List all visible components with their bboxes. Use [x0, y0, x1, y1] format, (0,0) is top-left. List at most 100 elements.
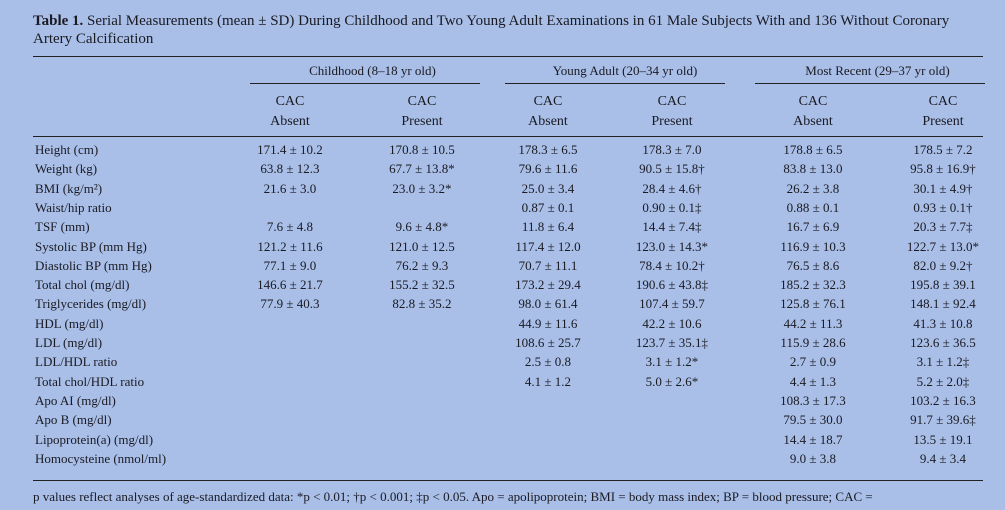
table-cell: 178.3 ± 6.5 — [518, 142, 578, 157]
table-cell: 78.4 ± 10.2† — [639, 257, 705, 273]
table-cell: 42.2 ± 10.6 — [642, 315, 702, 331]
row-label: HDL (mg/dl) — [35, 315, 104, 331]
table-row: Total chol/HDL ratio 4.1 ± 1.2 5.0 ± 2.6* 4… — [0, 374, 1005, 393]
table-cell: 170.8 ± 10.5 — [389, 142, 455, 157]
table-cell: 103.2 ± 16.3 — [910, 392, 976, 408]
table-cell: 121.0 ± 12.5 — [389, 238, 455, 254]
group-rule-young-adult — [505, 83, 725, 85]
table-row: Height (cm) 171.4 ± 10.2 170.8 ± 10.5 178.3… — [0, 142, 1005, 161]
subheader-line1: CAC — [275, 94, 305, 109]
group-rule-childhood — [250, 83, 480, 85]
table-cell: 14.4 ± 7.4‡ — [642, 219, 702, 235]
table-cell: 5.0 ± 2.6* — [645, 373, 699, 389]
table-cell: 7.6 ± 4.8 — [266, 219, 314, 235]
row-label: Total chol/HDL ratio — [35, 373, 145, 389]
table-cell: 123.0 ± 14.3* — [635, 238, 709, 254]
column-subheader: CAC Absent — [488, 92, 608, 132]
table-cell: 173.2 ± 29.4 — [515, 277, 581, 293]
table-cell: 82.8 ± 35.2 — [392, 296, 452, 312]
row-label: Height (cm) — [35, 142, 99, 157]
table-cell: 125.8 ± 76.1 — [780, 296, 846, 312]
table-cell: 79.5 ± 30.0 — [783, 412, 843, 428]
table-row: Triglycerides (mg/dl) 77.9 ± 40.3 82.8 ± 3… — [0, 296, 1005, 315]
table-row: Systolic BP (mm Hg) 121.2 ± 11.6 121.0 ± 1… — [0, 239, 1005, 258]
table-row: Homocysteine (nmol/ml) 9.0 ± 3.8 9.4 ± 3.4 — [0, 451, 1005, 470]
subheader-line2: Absent — [793, 114, 833, 129]
table-cell: 4.1 ± 1.2 — [524, 373, 572, 389]
table-cell: 178.8 ± 6.5 — [783, 142, 843, 157]
table-row: Apo B (mg/dl) 79.5 ± 30.0 91.7 ± 39.6‡ — [0, 412, 1005, 431]
table-cell: 98.0 ± 61.4 — [518, 296, 578, 312]
table-cell: 95.8 ± 16.9† — [910, 161, 976, 177]
group-header-young-adult: Young Adult (20–34 yr old) — [552, 63, 698, 78]
table-cell: 107.4 ± 59.7 — [639, 296, 705, 312]
table-cell: 0.90 ± 0.1‡ — [642, 199, 702, 215]
table-cell: 77.1 ± 9.0 — [263, 257, 317, 273]
table-cell: 178.3 ± 7.0 — [642, 142, 702, 157]
table-cell: 123.6 ± 36.5 — [910, 335, 976, 350]
table-cell: 3.1 ± 1.2‡ — [916, 354, 970, 370]
table-row: HDL (mg/dl) 44.9 ± 11.6 42.2 ± 10.6 44.2 ± … — [0, 316, 1005, 335]
row-label: Waist/hip ratio — [35, 199, 112, 215]
table-cell: 123.7 ± 35.1‡ — [635, 335, 709, 350]
subheader-line2: Absent — [270, 114, 310, 129]
table-cell: 171.4 ± 10.2 — [257, 142, 323, 157]
row-label: Diastolic BP (mm Hg) — [35, 257, 152, 273]
table-title: Table 1. Serial Measurements (mean ± SD)… — [33, 12, 983, 48]
table-row: LDL/HDL ratio 2.5 ± 0.8 3.1 ± 1.2* 2.7 ± 0.… — [0, 354, 1005, 373]
column-subheader: CAC Present — [883, 92, 1003, 132]
table-cell: 11.8 ± 6.4 — [521, 219, 575, 235]
table-cell: 148.1 ± 92.4 — [910, 296, 976, 312]
subheader-line2: Present — [401, 114, 443, 129]
table-cell: 21.6 ± 3.0 — [263, 180, 317, 196]
table-cell: 155.2 ± 32.5 — [389, 277, 455, 293]
column-subheader: CAC Absent — [230, 92, 350, 132]
row-label: LDL (mg/dl) — [35, 335, 103, 350]
subheader-line1: CAC — [407, 94, 437, 109]
table-cell: 3.1 ± 1.2* — [645, 354, 699, 370]
table-cell: 9.0 ± 3.8 — [789, 450, 837, 466]
row-label: Apo AI (mg/dl) — [35, 392, 116, 408]
table-cell: 67.7 ± 13.8* — [389, 161, 455, 177]
row-label: Apo B (mg/dl) — [35, 412, 112, 428]
table-row: Total chol (mg/dl) 146.6 ± 21.7 155.2 ± 32… — [0, 277, 1005, 296]
table-cell: 0.93 ± 0.1† — [913, 199, 973, 215]
table-cell: 28.4 ± 4.6† — [642, 180, 702, 196]
row-label: TSF (mm) — [35, 219, 90, 235]
table-cell: 63.8 ± 12.3 — [260, 161, 320, 177]
row-label: Weight (kg) — [35, 161, 98, 177]
table-cell: 2.7 ± 0.9 — [789, 354, 837, 370]
row-label: Systolic BP (mm Hg) — [35, 238, 147, 254]
table-cell: 41.3 ± 10.8 — [913, 315, 973, 331]
table-cell: 82.0 ± 9.2† — [913, 257, 973, 273]
table-row: Apo AI (mg/dl) 108.3 ± 17.3 103.2 ± 16.3 — [0, 393, 1005, 412]
table-cell: 77.9 ± 40.3 — [260, 296, 320, 312]
table-cell: 70.7 ± 11.1 — [518, 257, 578, 273]
table-cell: 9.4 ± 3.4 — [919, 450, 967, 466]
table-cell: 79.6 ± 11.6 — [518, 161, 578, 177]
table-cell: 9.6 ± 4.8* — [395, 219, 449, 235]
table-row: Weight (kg) 63.8 ± 12.3 67.7 ± 13.8* 79.6 ±… — [0, 161, 1005, 180]
table-row: Lipoprotein(a) (mg/dl) 14.4 ± 18.7 13.5 ± … — [0, 432, 1005, 451]
subheader-line2: Present — [651, 114, 693, 129]
column-subheader: CAC Present — [362, 92, 482, 132]
table-row: Waist/hip ratio 0.87 ± 0.1 0.90 ± 0.1‡ 0.88… — [0, 200, 1005, 219]
table-cell: 30.1 ± 4.9† — [913, 180, 973, 196]
row-label: BMI (kg/m²) — [35, 180, 103, 196]
table-cell: 20.3 ± 7.7‡ — [913, 219, 973, 235]
table-row: BMI (kg/m²) 21.6 ± 3.0 23.0 ± 3.2* 25.0 ± 3… — [0, 181, 1005, 200]
table-caption: Serial Measurements (mean ± SD) During C… — [33, 13, 950, 47]
group-rule-most-recent — [755, 83, 985, 85]
table-cell: 14.4 ± 18.7 — [783, 431, 843, 447]
table-cell: 190.6 ± 43.8‡ — [635, 277, 709, 293]
table-cell: 0.88 ± 0.1 — [786, 199, 840, 215]
table-cell: 76.2 ± 9.3 — [395, 257, 449, 273]
row-label: LDL/HDL ratio — [35, 354, 118, 370]
table-cell: 146.6 ± 21.7 — [257, 277, 323, 293]
table-cell: 121.2 ± 11.6 — [257, 238, 323, 254]
table-number: Table 1. — [33, 13, 84, 29]
row-label: Triglycerides (mg/dl) — [35, 296, 147, 312]
column-subheader: CAC Present — [612, 92, 732, 132]
table-row: Diastolic BP (mm Hg) 77.1 ± 9.0 76.2 ± 9.3… — [0, 258, 1005, 277]
table-cell: 13.5 ± 19.1 — [913, 431, 973, 447]
